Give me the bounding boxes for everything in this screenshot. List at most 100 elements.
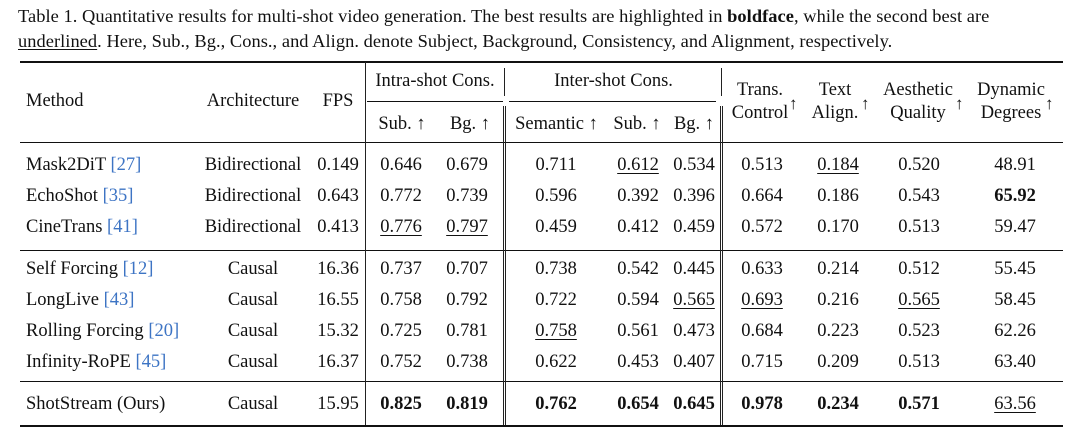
method-name: ShotStream (Ours) [26,394,166,414]
header-intra-sub: Sub. ↑ [378,114,426,134]
caption-bold-word: boldface [727,6,794,26]
sub-cell: 0.752 [368,351,434,373]
arch-cell: Bidirectional [198,154,308,176]
bg-value: 0.707 [446,259,488,279]
arch-value: Bidirectional [204,217,302,237]
trans-value: 0.715 [741,352,783,372]
group-rule [20,381,1063,382]
fps-cell: 16.55 [312,289,364,311]
bottom-rule [20,425,1063,427]
aes-value: 0.571 [898,394,940,414]
citation-link[interactable]: [20] [148,321,180,341]
sub-value: 0.758 [380,290,422,310]
method-name: Mask2DiT [26,155,111,175]
bg-value: 0.797 [446,217,488,237]
sem-cell: 0.738 [512,258,600,280]
isub-value: 0.392 [617,186,659,206]
header-architecture: Architecture [206,91,300,111]
arch-value: Causal [227,352,279,372]
citation-link[interactable]: [43] [103,290,135,310]
fps-cell: 16.37 [312,351,364,373]
method-name: Self Forcing [26,259,123,279]
sub-value: 0.646 [380,155,422,175]
fps-value: 15.95 [317,394,359,414]
text-value: 0.184 [817,155,859,175]
header-intra-group: Intra-shot Cons. [375,71,495,91]
ibg-value: 0.459 [673,217,715,237]
top-rule [20,61,1063,63]
bg-value: 0.739 [446,186,488,206]
method-cell: Mask2DiT [27] [26,154,141,176]
header-trans-arrow: ↑ [789,94,798,113]
dyn-cell: 58.45 [972,289,1058,311]
trans-cell: 0.633 [726,258,798,280]
arch-cell: Bidirectional [198,185,308,207]
dyn-value: 59.47 [994,217,1036,237]
citation-link[interactable]: [41] [107,217,138,237]
column-divider [720,106,723,425]
header-aesthetic-arrow: ↑ [955,94,964,113]
ibg-cell: 0.534 [666,154,722,176]
sem-cell: 0.622 [512,351,600,373]
intra-group-rule [367,101,503,102]
caption-text: , while the second best are [793,6,990,26]
isub-value: 0.612 [617,155,659,175]
aes-value: 0.512 [898,259,940,279]
ibg-cell: 0.445 [666,258,722,280]
bg-value: 0.679 [446,155,488,175]
aes-value: 0.513 [898,217,940,237]
aes-value: 0.520 [898,155,940,175]
isub-cell: 0.453 [607,351,669,373]
aes-cell: 0.523 [878,320,960,342]
fps-value: 16.36 [317,259,359,279]
method-cell: EchoShot [35] [26,185,133,207]
bg-cell: 0.679 [436,154,498,176]
header-semantic: Semantic ↑ [515,114,598,134]
sem-cell: 0.459 [512,216,600,238]
header-inter-bg: Bg. ↑ [673,114,715,134]
sub-value: 0.776 [380,217,422,237]
method-name: Infinity-RoPE [26,352,136,372]
sem-value: 0.762 [535,394,577,414]
sem-value: 0.596 [535,186,577,206]
sub-cell: 0.737 [368,258,434,280]
header-inter-sub: Sub. ↑ [613,114,661,134]
trans-value: 0.513 [741,155,783,175]
caption-text: . Here, Sub., Bg., Cons., and Align. den… [97,31,893,51]
dyn-cell: 48.91 [972,154,1058,176]
citation-link[interactable]: [45] [135,352,167,372]
sub-cell: 0.758 [368,289,434,311]
caption-underline-word: underlined [18,31,98,51]
method-name: EchoShot [26,186,103,206]
arch-cell: Causal [198,289,308,311]
aes-cell: 0.512 [878,258,960,280]
isub-cell: 0.412 [607,216,669,238]
column-divider [365,62,366,425]
ibg-value: 0.473 [673,321,715,341]
bg-value: 0.792 [446,290,488,310]
trans-value: 0.572 [741,217,783,237]
arch-cell: Causal [198,258,308,280]
aes-cell: 0.513 [878,216,960,238]
sem-value: 0.622 [535,352,577,372]
trans-cell: 0.978 [726,393,798,415]
header-aesthetic-quality: Aesthetic Quality [883,80,953,123]
dyn-value: 62.26 [994,321,1036,341]
method-name: LongLive [26,290,104,310]
bg-cell: 0.819 [436,393,498,415]
caption-text: Table 1. Quantitative results for multi-… [18,6,728,26]
citation-link[interactable]: [35] [102,186,134,206]
dyn-cell: 59.47 [972,216,1058,238]
method-name: Rolling Forcing [26,321,149,341]
fps-cell: 0.149 [312,154,364,176]
text-value: 0.170 [817,217,859,237]
column-divider [503,106,506,425]
trans-value: 0.633 [741,259,783,279]
citation-link[interactable]: [12] [122,259,154,279]
fps-value: 16.37 [317,352,359,372]
bg-value: 0.738 [446,352,488,372]
citation-link[interactable]: [27] [110,155,142,175]
dyn-cell: 63.40 [972,351,1058,373]
bg-cell: 0.781 [436,320,498,342]
